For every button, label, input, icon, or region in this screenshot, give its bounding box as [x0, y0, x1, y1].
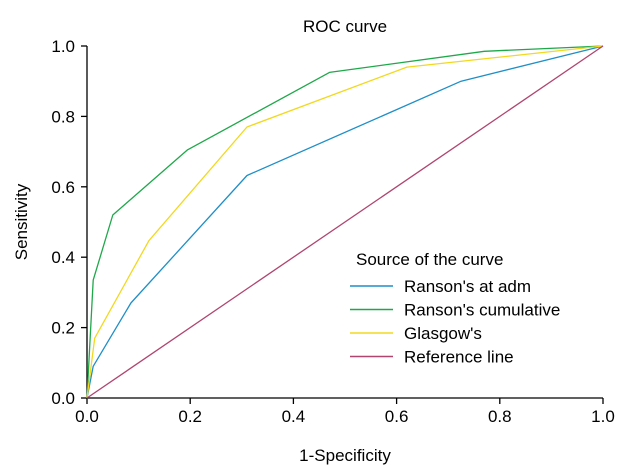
series-line-3	[86, 45, 604, 399]
legend-entry-3: Reference line	[404, 348, 514, 367]
x-axis-label: 1-Specificity	[299, 446, 391, 465]
y-tick-label: 0.0	[51, 389, 75, 408]
x-tick-label: 0.4	[282, 407, 306, 426]
series-line-1	[86, 45, 604, 399]
y-axis-label: Sensitivity	[12, 183, 31, 260]
series-line-0	[86, 45, 604, 399]
legend: Source of the curve Ranson's at adm Ranso…	[350, 250, 560, 367]
y-tick-label: 0.6	[51, 178, 75, 197]
series-layer	[86, 45, 604, 399]
y-tick-label: 0.8	[51, 107, 75, 126]
x-tick-label: 0.0	[75, 407, 99, 426]
y-tick-label: 1.0	[51, 37, 75, 56]
x-tick-label: 0.2	[178, 407, 202, 426]
chart-title: ROC curve	[303, 17, 387, 36]
axes: 0.0 0.2 0.4 0.6 0.8 1.0 0.0 0.2 0.4 0.6 0.8 1.0	[51, 37, 614, 426]
legend-entry-1: Ranson's cumulative	[404, 301, 560, 320]
x-tick-label: 1.0	[591, 407, 615, 426]
legend-entry-0: Ranson's at adm	[404, 277, 531, 296]
legend-title: Source of the curve	[356, 250, 503, 269]
x-tick-label: 0.6	[385, 407, 409, 426]
y-tick-label: 0.4	[51, 248, 75, 267]
legend-entry-2: Glasgow's	[404, 324, 482, 343]
series-line-2	[86, 45, 604, 399]
y-tick-label: 0.2	[51, 319, 75, 338]
x-tick-label: 0.8	[488, 407, 512, 426]
